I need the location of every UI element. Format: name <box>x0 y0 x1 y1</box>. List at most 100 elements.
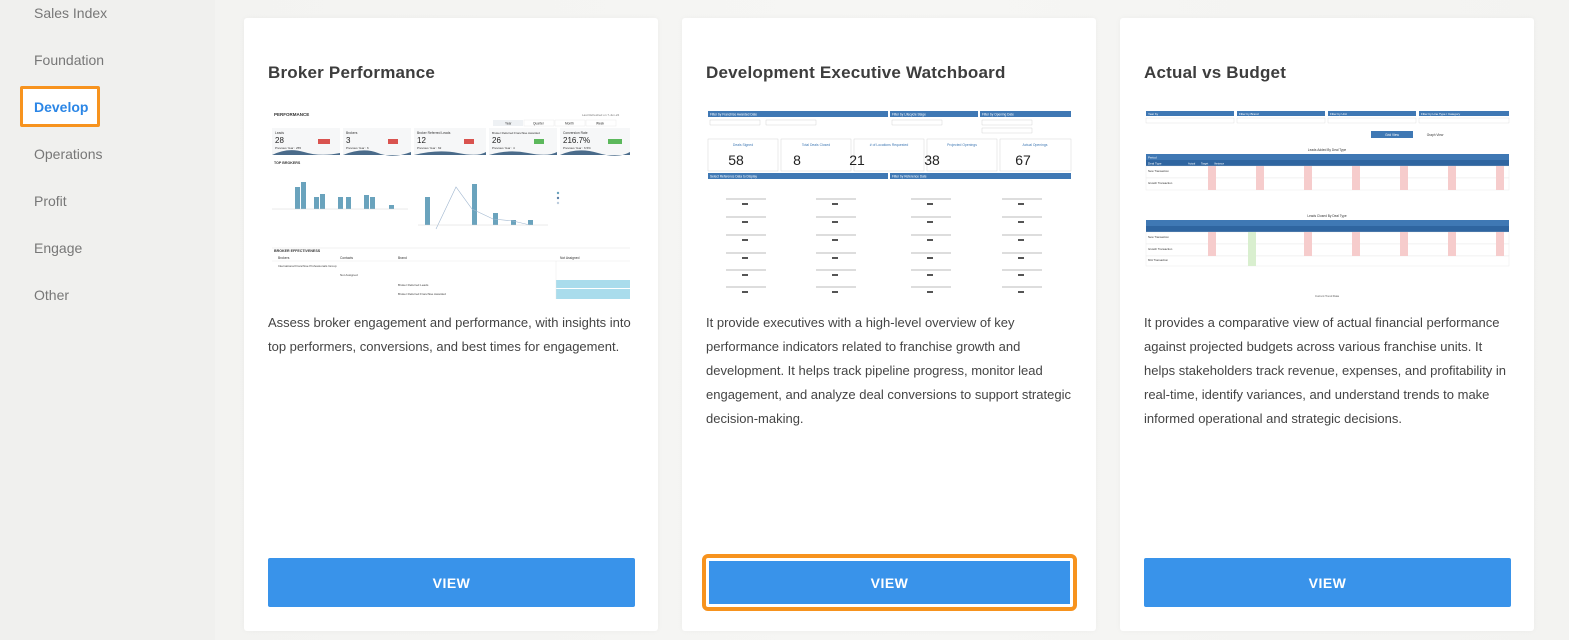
row-growth: Growth Transaction <box>1148 181 1173 185</box>
sidebar-item-foundation[interactable]: Foundation <box>34 52 105 68</box>
kpi-label: Conversion Rate <box>563 131 588 135</box>
thumb-header-right: Last Refreshed on 7-Jun-24 <box>582 113 620 117</box>
filter-week: Week <box>596 122 604 126</box>
view-button-watchboard[interactable]: VIEW <box>702 554 1077 611</box>
filter-lifecycle: Filter by Lifecycle Stage <box>892 112 926 116</box>
thumbnail-watchboard: Filter by Franchise Awarded Date Filter … <box>706 109 1073 299</box>
card-description: It provides a comparative view of actual… <box>1144 315 1507 426</box>
kpi-label: Projected Openings <box>947 143 977 147</box>
view-button-broker-performance[interactable]: VIEW <box>268 558 635 607</box>
card-description: Assess broker engagement and performance… <box>268 315 631 354</box>
kpi-value: 3 <box>346 136 351 145</box>
kpi-value: 216.7% <box>563 136 590 145</box>
thumb-bar-chart-1 <box>272 182 408 210</box>
card-title: Broker Performance <box>268 63 436 82</box>
thumb-table-1: Period Deal Type Actual Target Variance … <box>1145 154 1510 191</box>
tr-not-assigned: Not Assigned <box>340 273 358 277</box>
kpi-label: # of Locations Requested <box>870 143 909 147</box>
col-actual: Actual <box>1188 161 1196 165</box>
filter-year: Year <box>505 122 512 126</box>
kpi-sub: Previous Year : 4 <box>492 146 515 150</box>
tr-leads: Broker Referred Leads <box>398 283 429 287</box>
kpi-value: 67 <box>1015 152 1031 168</box>
table1-title: Leads Added By Deal Type <box>1308 148 1347 152</box>
card-actual-vs-budget: Actual vs Budget Year by Filter by Brand… <box>1120 18 1534 631</box>
section-reference-date: Filter by Reference Date <box>892 174 927 178</box>
kpi-value: 8 <box>793 152 801 168</box>
row-new: New Transaction <box>1148 235 1169 239</box>
th-brokers: Brokers <box>278 256 290 260</box>
filter-quarter: Quarter <box>533 122 545 126</box>
thumb-view-tabs: Grid View Graph View <box>1371 131 1444 138</box>
filter-brand: Filter by Brand <box>1239 112 1259 116</box>
col-variance: Variance <box>1214 161 1225 165</box>
sidebar-item-sales-index[interactable]: Sales Index <box>34 5 108 21</box>
kpi-label: Deals Signed <box>733 143 753 147</box>
thumb-kpi-cards: Deals Signed 58 Total Deals Closed 8 # o… <box>707 138 1072 172</box>
table2-title: Leads Closed By Deal Type <box>1307 214 1347 218</box>
row-ma: M/A Transaction <box>1148 258 1168 262</box>
card-broker-performance: Broker Performance PERFORMANCE Last Refr… <box>244 18 658 631</box>
sidebar: Sales Index Foundation Develop Operation… <box>0 0 215 640</box>
kpi-sub: Previous Year : 6 <box>346 146 369 150</box>
th-brand: Brand <box>398 256 407 260</box>
kpi-sub: Previous Year : 6.5% <box>563 146 591 150</box>
kpi-sub: Previous Year : 255 <box>275 146 301 150</box>
tr-group: International Franchise Professionals Gr… <box>278 264 337 268</box>
th-contacts: Contacts <box>340 256 353 260</box>
period-label: Period <box>1148 155 1157 159</box>
row-growth: Growth Transaction <box>1148 247 1173 251</box>
kpi-label: Broker Referred Franchise Awarded <box>492 131 540 135</box>
card-title: Development Executive Watchboard <box>706 63 1006 82</box>
tr-awarded: Broker Referred Franchise Awarded <box>398 292 446 296</box>
sidebar-item-operations[interactable]: Operations <box>34 146 103 162</box>
thumb-header: PERFORMANCE <box>274 112 309 117</box>
thumbnail-actual-vs-budget: Year by Filter by Brand Filter by Unit F… <box>1144 109 1511 299</box>
thumb-bar-chart-2 <box>418 184 548 230</box>
thumb-section-eff: BROKER EFFECTIVENESS <box>274 249 321 253</box>
kpi-value: 58 <box>728 152 744 168</box>
deal-type-label: Deal Type <box>1148 161 1162 165</box>
kpi-label: Total Deals Closed <box>802 143 830 147</box>
dashboard-grid: Broker Performance PERFORMANCE Last Refr… <box>215 0 1569 640</box>
thumb-filter-bars: Year by Filter by Brand Filter by Unit F… <box>1145 111 1510 124</box>
kpi-label: Broker Referred Leads <box>417 131 451 135</box>
kpi-value: 38 <box>924 152 940 168</box>
thumbnail-broker-performance: PERFORMANCE Last Refreshed on 7-Jun-24 Y… <box>268 109 635 299</box>
card-development-executive-watchboard: Development Executive Watchboard Filter … <box>682 18 1096 631</box>
thumb-table-2: New Transaction Growth Transaction M/A T… <box>1145 220 1510 267</box>
kpi-value: 12 <box>417 136 426 145</box>
sidebar-item-develop[interactable]: Develop <box>20 86 100 127</box>
kpi-sub: Previous Year : 62 <box>417 146 442 150</box>
thumb-legend <box>556 191 560 205</box>
kpi-value: 21 <box>849 152 865 168</box>
filter-line-type: Filter by Line Type / Category <box>1421 112 1461 116</box>
thumb-footer: Current Trend Data <box>1315 294 1339 298</box>
thumb-section-top: TOP BROKERS <box>274 161 301 165</box>
tab-graph-view: Graph View <box>1427 133 1444 137</box>
sidebar-item-other[interactable]: Other <box>34 287 70 303</box>
filter-unit: Filter by Unit <box>1330 112 1347 116</box>
sidebar-item-profit[interactable]: Profit <box>34 193 67 209</box>
kpi-label: Leads <box>275 131 284 135</box>
filter-awarded-date: Filter by Franchise Awarded Date <box>710 112 757 116</box>
thumb-metric-grid <box>726 198 1042 293</box>
kpi-value: 26 <box>492 136 501 145</box>
tab-grid-view: Grid View <box>1385 133 1399 137</box>
thumb-kpi-row: Leads 28 Previous Year : 255 Brokers 3 P… <box>272 128 630 156</box>
sidebar-item-engage[interactable]: Engage <box>34 240 83 256</box>
thumb-table: Brokers Contacts Brand Not Assigned Inte… <box>272 256 630 299</box>
th-not-assigned: Not Assigned <box>560 256 580 260</box>
card-description: It provide executives with a high-level … <box>706 315 1071 426</box>
kpi-label: Actual Openings <box>1023 143 1048 147</box>
section-reference-data: Select Reference Data to Display <box>710 174 757 178</box>
filter-opening-date: Filter by Opening Date <box>982 112 1014 116</box>
row-new: New Transaction <box>1148 169 1169 173</box>
filter-year: Year by <box>1148 112 1159 116</box>
view-button-actual-vs-budget[interactable]: VIEW <box>1144 558 1511 607</box>
kpi-label: Brokers <box>346 131 358 135</box>
kpi-value: 28 <box>275 136 284 145</box>
thumb-filters: Year Quarter Month Week <box>493 119 617 127</box>
filter-month: Month <box>565 122 574 126</box>
col-target: Target <box>1201 161 1208 165</box>
